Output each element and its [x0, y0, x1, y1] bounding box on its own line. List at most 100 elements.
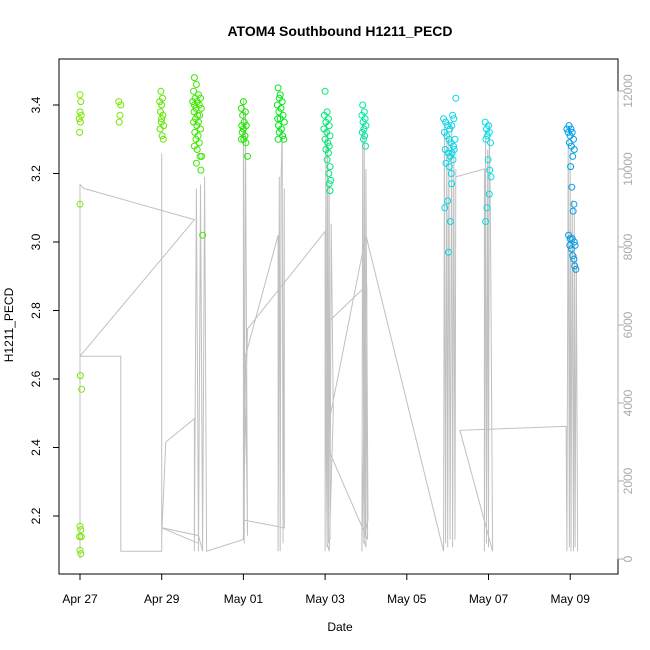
data-point — [244, 152, 251, 160]
x-tick-label: May 03 — [305, 592, 345, 606]
data-point — [572, 265, 580, 273]
data-point — [565, 139, 573, 147]
y-axis: 2.2 2.4 2.6 2.8 3.0 3.2 3.4 — [29, 96, 60, 524]
data-point — [75, 115, 83, 123]
data-point — [441, 204, 449, 212]
data-point — [276, 115, 284, 123]
data-point — [450, 146, 458, 153]
data-point — [273, 101, 281, 109]
data-point — [569, 252, 577, 260]
data-point — [278, 98, 286, 106]
data-point — [481, 118, 489, 126]
data-point — [484, 156, 492, 164]
data-point — [571, 241, 579, 249]
data-point — [447, 170, 455, 177]
data-point — [198, 152, 206, 160]
data-point — [242, 139, 250, 147]
data-point — [116, 111, 124, 119]
y-tick-label: 3.0 — [29, 233, 43, 250]
data-point — [570, 238, 578, 246]
data-point — [450, 115, 458, 123]
x-axis: Apr 27 Apr 29 May 01 May 03 May 05 May 07 May … — [62, 573, 590, 606]
data-point — [570, 255, 578, 263]
data-point — [483, 132, 491, 140]
data-point — [326, 163, 334, 171]
data-point — [566, 241, 574, 249]
data-point — [194, 132, 202, 140]
data-point — [361, 132, 369, 140]
data-point — [448, 149, 456, 157]
data-point — [326, 187, 334, 195]
data-point — [190, 74, 198, 82]
data-point — [327, 176, 335, 184]
y2-tick-label: 10000 — [621, 152, 635, 186]
data-point — [485, 128, 493, 136]
data-point — [447, 218, 454, 225]
data-point — [570, 146, 578, 153]
data-point — [76, 108, 84, 116]
data-point — [448, 122, 456, 130]
data-point — [192, 81, 200, 88]
data-point — [570, 135, 577, 143]
data-point — [239, 98, 247, 106]
data-point — [570, 200, 578, 208]
data-point — [362, 142, 369, 150]
data-point — [197, 125, 204, 133]
data-point — [115, 98, 123, 106]
secondary-line-series — [78, 98, 579, 559]
data-point — [77, 526, 85, 534]
data-point — [571, 262, 579, 270]
data-point — [195, 118, 202, 126]
data-point — [444, 122, 452, 130]
data-point — [191, 128, 199, 136]
data-point — [277, 125, 285, 133]
data-point — [486, 166, 494, 174]
data-point — [275, 108, 283, 116]
data-point — [362, 122, 370, 130]
data-point — [444, 197, 452, 205]
data-point — [324, 139, 332, 147]
data-point — [76, 372, 84, 380]
y2-tick-label: 12000 — [621, 74, 635, 108]
data-point — [76, 118, 84, 126]
data-point — [240, 135, 248, 143]
data-point — [117, 101, 125, 109]
data-point — [279, 132, 287, 140]
data-point — [567, 163, 575, 171]
data-point — [156, 125, 164, 133]
data-point — [445, 248, 452, 256]
data-point — [485, 190, 493, 198]
data-point — [157, 118, 165, 126]
data-point — [115, 118, 123, 126]
data-point — [359, 101, 367, 109]
data-point — [320, 111, 328, 119]
data-point — [76, 91, 84, 99]
data-point — [78, 385, 86, 393]
y2-tick-label: 2000 — [621, 467, 635, 494]
y-axis-label: H1211_PECD — [2, 287, 16, 362]
y2-tick-label: 8000 — [621, 233, 635, 260]
data-point — [77, 550, 85, 558]
data-point — [449, 111, 457, 119]
x-tick-label: Apr 27 — [62, 592, 98, 606]
data-point — [325, 170, 333, 177]
plot-frame — [58, 58, 619, 575]
y-tick-label: 2.6 — [29, 370, 43, 387]
data-point — [567, 245, 575, 253]
data-point — [569, 152, 577, 160]
y-tick-label: 3.2 — [29, 165, 43, 182]
data-point — [487, 173, 495, 181]
x-tick-label: May 07 — [469, 592, 509, 606]
data-point — [568, 235, 576, 243]
data-point — [569, 207, 577, 215]
data-point — [237, 135, 245, 143]
secondary-y-axis: 0 2000 4000 6000 8000 10000 12000 — [617, 74, 635, 562]
data-point — [77, 98, 85, 106]
data-point — [485, 122, 492, 130]
data-point — [323, 156, 331, 164]
y-tick-label: 2.8 — [29, 302, 43, 319]
y-tick-label: 2.2 — [29, 507, 43, 524]
data-point — [277, 104, 285, 112]
data-point — [189, 98, 197, 106]
